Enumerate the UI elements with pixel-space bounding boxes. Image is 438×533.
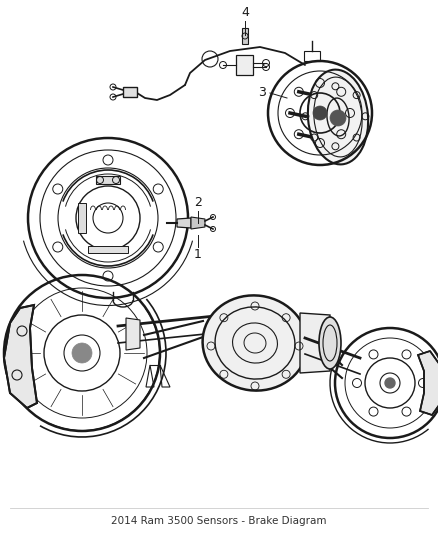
Text: 2: 2 [194,197,202,209]
Polygon shape [123,87,137,97]
Polygon shape [88,246,128,253]
Ellipse shape [308,70,368,164]
Ellipse shape [319,317,341,369]
Polygon shape [236,55,253,75]
Polygon shape [177,218,191,228]
Polygon shape [78,203,86,233]
Polygon shape [242,28,248,44]
Polygon shape [96,176,120,184]
Text: 1: 1 [194,248,202,262]
Polygon shape [4,305,37,408]
Polygon shape [126,318,140,350]
Circle shape [313,106,327,120]
Text: 3: 3 [258,86,266,100]
Ellipse shape [203,295,307,391]
Polygon shape [300,313,330,373]
Polygon shape [418,351,438,415]
Text: 2014 Ram 3500 Sensors - Brake Diagram: 2014 Ram 3500 Sensors - Brake Diagram [111,516,327,526]
Circle shape [330,110,346,126]
Circle shape [385,378,395,388]
Circle shape [72,343,92,363]
Text: 4: 4 [241,6,249,20]
Polygon shape [191,217,205,229]
